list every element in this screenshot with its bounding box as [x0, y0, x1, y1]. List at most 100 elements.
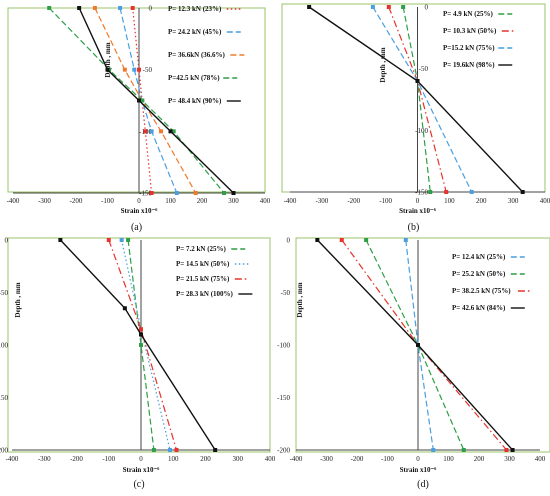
data-point	[222, 191, 227, 195]
legend-label: P= 48.4 kN (90%)	[168, 97, 222, 105]
x-tick-label: 0	[416, 197, 420, 205]
panel-0: -400-300-200-1000100200300400-150-100-50…	[7, 5, 271, 234]
data-point	[149, 191, 154, 195]
data-point	[469, 190, 474, 194]
y-tick-label: -50	[143, 66, 153, 74]
legend-label: P= 38.2.5 kN (75%)	[452, 287, 511, 295]
panel-caption: (b)	[408, 222, 420, 233]
x-tick-label: -300	[38, 197, 51, 205]
x-tick-label: 0	[137, 197, 141, 205]
data-point	[140, 98, 145, 103]
x-tick-label: -100	[379, 197, 392, 205]
x-tick-label: 200	[474, 455, 485, 463]
x-tick-label: 300	[228, 197, 239, 205]
data-point	[168, 448, 173, 452]
data-point	[339, 238, 344, 242]
data-point	[143, 129, 148, 134]
legend-label: P= 28.3 kN (100%)	[176, 290, 234, 298]
x-tick-label: -200	[70, 455, 83, 463]
data-point	[77, 6, 82, 10]
data-point	[137, 67, 141, 72]
data-point	[139, 332, 143, 337]
data-point	[315, 238, 320, 242]
legend-label: P= 14.5 kN (50%)	[176, 260, 230, 268]
x-tick-label: -200	[347, 197, 360, 205]
y-tick-label: 0	[149, 5, 153, 13]
panel-caption: (a)	[131, 222, 142, 233]
y-tick-label: -50	[0, 289, 8, 297]
data-point	[122, 67, 127, 72]
panel-caption: (c)	[133, 479, 144, 490]
data-point	[461, 448, 466, 452]
data-point	[137, 98, 141, 103]
series-line	[59, 239, 216, 451]
data-point	[431, 448, 436, 452]
x-tick-label: 200	[476, 197, 487, 205]
panel-1: -400 -300 -200 -100 0 100 200 300 400 -150 -100 -50…	[281, 3, 550, 233]
x-axis-label: Strain x10⁻⁶	[123, 466, 160, 474]
data-point	[174, 191, 179, 195]
y-axis-label: Depth , mm	[14, 282, 22, 317]
x-tick-label: -400	[290, 455, 303, 463]
data-point	[415, 79, 420, 83]
x-tick-label: -400	[7, 197, 20, 205]
legend-label: P= 12.4 kN (25%)	[452, 253, 506, 261]
data-point	[403, 238, 408, 242]
x-tick-label: 300	[504, 455, 515, 463]
y-tick-label: -200	[277, 447, 290, 455]
data-point	[168, 129, 173, 134]
x-axis-label: Strain x10⁻⁶	[399, 207, 436, 215]
data-point	[231, 191, 236, 195]
panel-frame	[281, 3, 546, 193]
legend-label: P= 42.6 kN (84%)	[452, 304, 506, 312]
legend-label: P= 24.2 kN (45%)	[168, 28, 222, 36]
x-tick-label: 100	[443, 455, 454, 463]
y-tick-label: -100	[0, 342, 8, 350]
data-point	[105, 67, 110, 72]
y-tick-label: -50	[419, 65, 429, 73]
panel-frame	[295, 237, 550, 453]
y-tick-label: -100	[415, 127, 428, 135]
x-tick-label: -300	[315, 197, 328, 205]
legend-label: P= 4.9 kN (25%)	[443, 10, 494, 18]
x-tick-label: -300	[38, 455, 51, 463]
y-tick-label: 0	[287, 237, 291, 245]
y-tick-label: -100	[277, 342, 290, 350]
data-point	[149, 129, 154, 134]
series-line	[127, 239, 155, 451]
data-point	[520, 190, 525, 194]
x-axis-label: Strain x10⁻⁶	[121, 207, 158, 215]
legend-label: P=42.5 kN (78%)	[168, 74, 220, 82]
data-point	[92, 6, 97, 10]
data-point	[139, 327, 143, 332]
data-point	[106, 238, 111, 242]
x-tick-label: -200	[70, 197, 83, 205]
y-tick-label: -200	[0, 447, 8, 455]
data-point	[159, 129, 164, 134]
x-tick-label: 100	[444, 197, 455, 205]
x-tick-label: 100	[165, 197, 176, 205]
x-tick-label: 400	[265, 455, 276, 463]
x-axis-label: Strain x10⁻⁶	[400, 466, 437, 474]
data-point	[416, 343, 420, 347]
y-tick-label: 0	[5, 237, 9, 245]
data-point	[213, 448, 218, 452]
x-tick-label: -400	[6, 455, 19, 463]
x-tick-label: 400	[535, 455, 546, 463]
data-point	[151, 448, 156, 452]
data-point	[122, 306, 127, 311]
panel-caption: (d)	[417, 479, 429, 490]
x-tick-label: 0	[416, 455, 420, 463]
y-tick-label: 0	[425, 4, 429, 12]
y-tick-label: -150	[277, 394, 290, 402]
y-tick-label: -150	[0, 394, 8, 402]
data-point	[386, 5, 391, 9]
x-tick-label: -100	[381, 455, 394, 463]
x-tick-label: -200	[351, 455, 364, 463]
data-point	[174, 448, 179, 452]
data-point	[370, 5, 375, 9]
data-point	[119, 238, 124, 242]
legend-label: P= 10.3 kN (50%)	[443, 27, 497, 35]
x-tick-label: 300	[508, 197, 519, 205]
